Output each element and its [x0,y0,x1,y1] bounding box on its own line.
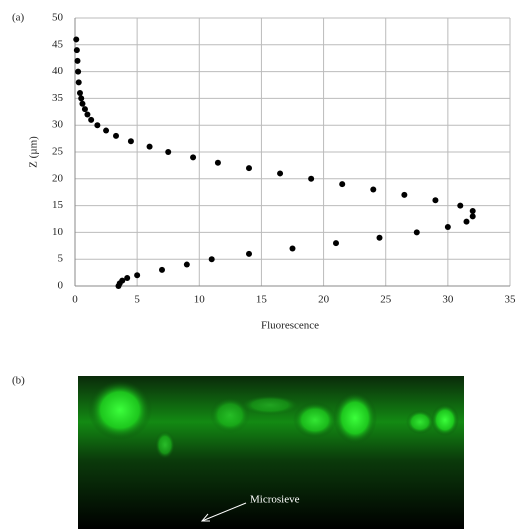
data-point [103,127,110,134]
micrograph [78,376,464,529]
x-tick-label: 5 [134,294,140,306]
y-tick-label: 40 [52,65,64,77]
data-point [75,68,82,75]
x-tick-label: 15 [256,294,268,306]
x-axis-label: Fluorescence [261,320,319,332]
data-point [78,95,85,102]
y-tick-label: 20 [52,172,64,184]
annotation: Microsieve [250,494,300,506]
data-point [457,202,464,209]
data-point [370,186,377,193]
y-tick-label: 50 [52,12,64,24]
data-point [81,106,88,113]
y-tick-label: 10 [52,226,64,238]
data-point [308,175,315,182]
data-point [119,277,126,284]
data-point [159,266,165,273]
data-point [277,170,284,177]
y-tick-label: 5 [58,253,64,265]
x-tick-label: 20 [318,294,330,306]
y-tick-label: 0 [58,280,64,292]
y-tick-label: 45 [52,38,64,50]
data-point [124,274,131,281]
data-point [469,213,476,220]
data-point [113,132,120,139]
data-point [208,256,215,263]
data-point [246,250,252,257]
y-tick-label: 15 [52,199,64,211]
data-point [444,224,451,231]
data-point [134,272,141,279]
data-point [76,90,83,97]
data-point [79,100,86,107]
data-point [469,207,476,214]
data-point [289,245,296,252]
y-axis-label: Z (µm) [28,136,40,168]
panel-label: (b) [12,375,25,387]
data-point [432,197,439,204]
data-point [183,261,190,268]
data-point [376,234,383,241]
x-tick-label: 30 [442,294,454,306]
data-point [75,79,82,86]
data-point [333,240,339,247]
data-point [413,229,420,236]
data-point [339,181,346,188]
data-point [88,116,95,123]
data-point [74,57,81,64]
data-point [94,122,101,129]
panel-label: (a) [12,12,25,24]
x-tick-label: 25 [380,294,392,306]
data-point [401,191,408,198]
x-tick-label: 10 [194,294,206,306]
x-tick-label: 35 [505,294,517,306]
y-tick-label: 25 [52,146,64,158]
y-tick-label: 35 [52,92,64,104]
data-point [463,218,470,225]
data-point [146,143,153,150]
data-point [73,47,80,54]
data-point [84,111,91,118]
data-point [73,36,80,43]
data-point [190,154,197,161]
data-point [127,138,134,145]
data-point [246,165,252,172]
data-point [214,159,221,166]
x-tick-label: 0 [72,294,78,306]
y-tick-label: 30 [52,119,64,131]
data-point [165,149,172,155]
